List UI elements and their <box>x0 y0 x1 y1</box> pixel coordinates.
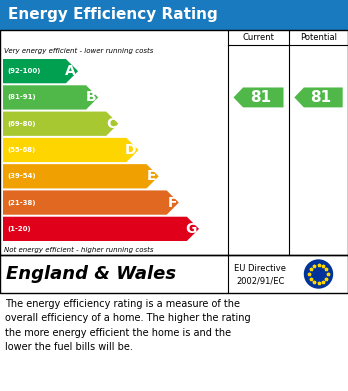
Text: EU Directive: EU Directive <box>235 264 286 273</box>
Text: (39-54): (39-54) <box>7 173 35 179</box>
Polygon shape <box>3 138 139 162</box>
Polygon shape <box>3 164 159 188</box>
Text: E: E <box>147 169 157 183</box>
Text: 81: 81 <box>310 90 331 105</box>
Text: (69-80): (69-80) <box>7 121 35 127</box>
Text: C: C <box>106 117 116 131</box>
Text: B: B <box>86 90 96 104</box>
Text: The energy efficiency rating is a measure of the
overall efficiency of a home. T: The energy efficiency rating is a measur… <box>5 299 251 352</box>
Text: Energy Efficiency Rating: Energy Efficiency Rating <box>8 7 218 23</box>
Text: (81-91): (81-91) <box>7 95 35 100</box>
Text: Potential: Potential <box>300 33 337 42</box>
Text: A: A <box>65 64 76 78</box>
Bar <box>0 255 348 293</box>
Text: Very energy efficient - lower running costs: Very energy efficient - lower running co… <box>4 48 153 54</box>
Circle shape <box>304 260 332 288</box>
Bar <box>0 30 348 255</box>
Polygon shape <box>3 85 98 109</box>
Polygon shape <box>294 88 343 108</box>
Text: 2002/91/EC: 2002/91/EC <box>236 276 285 285</box>
Polygon shape <box>3 217 199 241</box>
Text: (1-20): (1-20) <box>7 226 31 232</box>
Text: (92-100): (92-100) <box>7 68 40 74</box>
Polygon shape <box>3 111 118 136</box>
Text: (55-68): (55-68) <box>7 147 35 153</box>
Polygon shape <box>234 88 284 108</box>
Text: F: F <box>167 196 177 210</box>
Text: England & Wales: England & Wales <box>6 265 176 283</box>
Text: Not energy efficient - higher running costs: Not energy efficient - higher running co… <box>4 247 153 253</box>
Bar <box>0 0 348 30</box>
Polygon shape <box>3 190 179 215</box>
Text: D: D <box>125 143 136 157</box>
Text: G: G <box>185 222 197 236</box>
Text: (21-38): (21-38) <box>7 199 35 206</box>
Text: 81: 81 <box>250 90 271 105</box>
Polygon shape <box>3 59 78 83</box>
Text: Current: Current <box>243 33 275 42</box>
